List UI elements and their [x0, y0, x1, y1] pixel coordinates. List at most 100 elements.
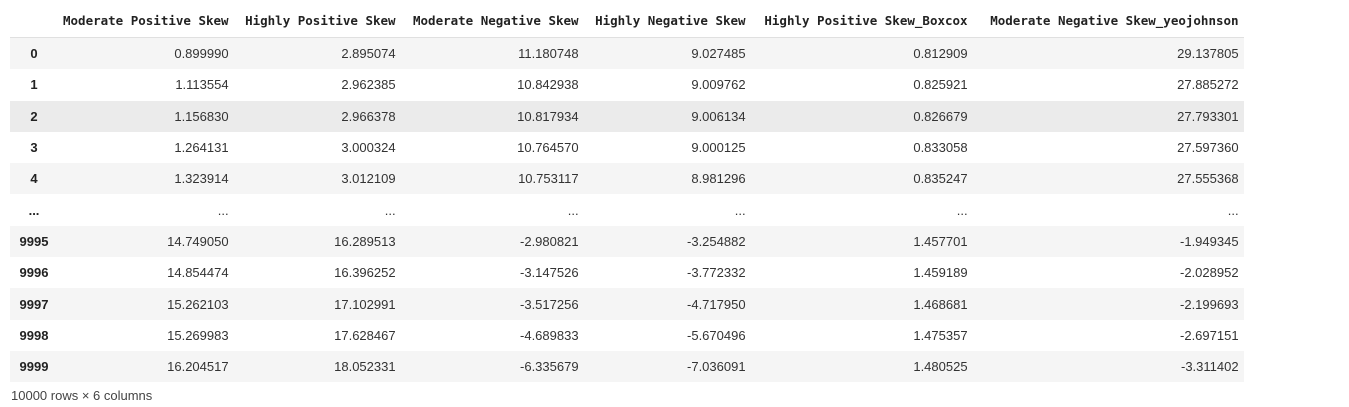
row-index: ...: [28, 202, 40, 218]
table-cell: 29.137805: [1177, 46, 1239, 62]
column-header: Highly Positive Skew_Boxcox: [750, 4, 973, 38]
table-row: 0 0.899990 2.895074 11.180748 9.027485 0.8129…: [10, 37, 1244, 70]
table-cell: 0.833058: [913, 140, 968, 156]
row-index: 9995: [19, 233, 49, 249]
table-row: 9997 15.262103 17.102991 -3.517256 -4.717950…: [10, 288, 1244, 320]
table-cell: -3.147526: [520, 265, 579, 281]
row-index: 3: [30, 140, 38, 156]
table-body: 0 0.899990 2.895074 11.180748 9.027485 0.8129…: [10, 37, 1244, 383]
table-cell: 9.027485: [691, 46, 746, 62]
dataframe-output: Moderate Positive Skew Highly Positive S…: [10, 4, 1244, 383]
table-cell: ...: [217, 202, 229, 218]
table-cell: -2.028952: [1180, 265, 1239, 281]
table-cell: -5.670496: [687, 327, 746, 343]
table-cell: 2.966378: [341, 108, 396, 124]
table-cell: 9.000125: [691, 140, 746, 156]
table-cell: 0.812909: [913, 46, 968, 62]
table-cell: -3.772332: [687, 265, 746, 281]
table-cell: 10.842938: [517, 77, 579, 93]
table-cell: 1.323914: [174, 171, 229, 187]
table-cell: 1.264131: [174, 140, 229, 156]
table-row: 9996 14.854474 16.396252 -3.147526 -3.772332…: [10, 257, 1244, 289]
table-cell: 0.835247: [913, 171, 968, 187]
table-cell: 1.468681: [913, 296, 968, 312]
table-cell: 9.009762: [691, 77, 746, 93]
table-cell: ...: [1227, 202, 1239, 218]
row-index: 9999: [19, 359, 49, 375]
column-header: Highly Negative Skew: [583, 4, 751, 38]
table-cell: 1.113554: [175, 77, 229, 93]
table-cell: 2.895074: [341, 46, 396, 62]
table-cell: 27.885272: [1177, 77, 1239, 93]
row-index: 4: [30, 171, 38, 187]
table-cell: 10.764570: [517, 140, 579, 156]
table-cell: 2.962385: [341, 77, 396, 93]
table-cell: -2.697151: [1180, 327, 1239, 343]
table-cell: -3.517256: [520, 296, 579, 312]
table-row: 3 1.264131 3.000324 10.764570 9.000125 0.8330…: [10, 131, 1244, 164]
table-row: .....................: [10, 194, 1244, 226]
table-row: 2 1.156830 2.966378 10.817934 9.006134 0.8266…: [10, 100, 1244, 132]
table-row: 4 1.323914 3.012109 10.753117 8.981296 0.8352…: [10, 163, 1244, 195]
table-cell: ...: [734, 202, 746, 218]
table-cell: -4.717950: [687, 296, 746, 312]
table-cell: 9.006134: [691, 108, 746, 124]
table-cell: 3.000324: [341, 140, 396, 156]
table-cell: 16.396252: [334, 265, 396, 281]
table-cell: 14.749050: [167, 233, 229, 249]
table-cell: 17.628467: [334, 327, 396, 343]
table-cell: ...: [384, 202, 396, 218]
table-cell: 1.156830: [174, 108, 229, 124]
table-cell: 8.981296: [691, 171, 746, 187]
table-cell: 27.555368: [1177, 171, 1239, 187]
table-header: Moderate Positive Skew Highly Positive S…: [10, 4, 1244, 38]
table-cell: 11.180748: [518, 46, 579, 62]
table-cell: 1.457701: [913, 233, 968, 249]
table-cell: 0.899990: [174, 46, 229, 62]
table-cell: 16.289513: [334, 233, 396, 249]
table-cell: -2.199693: [1180, 296, 1239, 312]
table-cell: -3.254882: [687, 233, 746, 249]
table-cell: -2.980821: [520, 233, 579, 249]
table-cell: 15.269983: [167, 327, 229, 343]
table-cell: 14.854474: [167, 265, 229, 281]
table-cell: 10.753117: [518, 171, 579, 187]
row-index: 9998: [19, 327, 49, 343]
table-cell: 15.262103: [167, 296, 229, 312]
row-index: 2: [30, 108, 38, 124]
table-row: 1 1.113554 2.962385 10.842938 9.009762 0.8259…: [10, 69, 1244, 101]
table-row: 9999 16.204517 18.052331 -6.335679 -7.036091…: [10, 350, 1244, 383]
column-header: Moderate Negative Skew: [400, 4, 584, 38]
table-cell: -6.335679: [520, 359, 579, 375]
table-cell: 1.480525: [913, 359, 968, 375]
table-cell: 1.459189: [913, 265, 968, 281]
table-cell: 16.204517: [167, 359, 229, 375]
column-header: Moderate Negative Skew_yeojohnson: [972, 4, 1244, 38]
row-index: 0: [30, 46, 38, 62]
header-row: Moderate Positive Skew Highly Positive S…: [10, 4, 1244, 38]
table-cell: 10.817934: [517, 108, 579, 124]
table-shape-summary: 10000 rows × 6 columns: [11, 388, 153, 403]
row-index: 1: [30, 77, 38, 93]
table-cell: -4.689833: [520, 327, 579, 343]
index-header: [10, 4, 58, 38]
table-cell: 0.825921: [913, 77, 968, 93]
table-cell: ...: [956, 202, 968, 218]
table-row: 9995 14.749050 16.289513 -2.980821 -3.254882…: [10, 225, 1244, 258]
table-cell: -7.036091: [687, 359, 746, 375]
table-cell: 3.012109: [341, 171, 396, 187]
column-header: Moderate Positive Skew: [58, 4, 234, 38]
dataframe-table: Moderate Positive Skew Highly Positive S…: [10, 4, 1244, 383]
table-cell: -1.949345: [1180, 233, 1239, 249]
table-cell: 0.826679: [913, 108, 968, 124]
table-cell: 18.052331: [334, 359, 396, 375]
table-cell: 27.597360: [1177, 140, 1239, 156]
table-cell: ...: [567, 202, 579, 218]
row-index: 9996: [19, 265, 49, 281]
row-index: 9997: [19, 296, 49, 312]
table-row: 9998 15.269983 17.628467 -4.689833 -5.670496…: [10, 319, 1244, 351]
table-cell: 1.475357: [913, 327, 968, 343]
table-cell: 27.793301: [1177, 108, 1239, 124]
column-header: Highly Positive Skew: [233, 4, 401, 38]
table-cell: 17.102991: [334, 296, 396, 312]
